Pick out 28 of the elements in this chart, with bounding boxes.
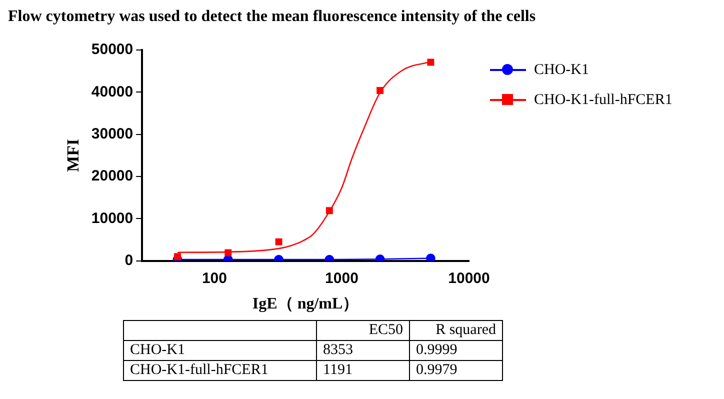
point: [326, 207, 333, 214]
y-tick-label: 0: [124, 252, 134, 269]
y-tick-label: 30000: [91, 125, 134, 142]
y-tick-label: 40000: [91, 83, 134, 100]
x-tick-label: 10000: [448, 270, 490, 287]
text: R squared: [410, 320, 502, 340]
text: 1191: [316, 360, 410, 380]
y-axis-title: MFI: [64, 138, 83, 172]
text: 0.9979: [410, 360, 502, 380]
point: [224, 249, 232, 256]
x-axis-title: IgE（ ng/mL）: [252, 296, 359, 313]
chart-title: Flow cytometry was used to detect the mean fluorescence intensity of the cells: [8, 8, 536, 26]
text: EC50: [316, 320, 410, 340]
point: [376, 86, 384, 94]
y-tick-label: 10000: [91, 210, 134, 227]
point: [426, 254, 436, 261]
text: 0.9999: [410, 340, 502, 360]
text: 8353: [316, 340, 410, 360]
text: CHO-K1-full-hFCER1: [124, 360, 316, 380]
text: CHO-K1: [124, 340, 316, 360]
point: [275, 238, 282, 246]
x-tick-label: 1000: [325, 270, 358, 287]
y-tick-label: 50000: [91, 41, 134, 58]
legend-label: CHO-K1-full-hFCER1: [534, 92, 672, 108]
y-tick-label: 20000: [91, 168, 134, 185]
point: [427, 58, 434, 66]
x-tick-label: 100: [202, 270, 227, 287]
legend-label: CHO-K1: [534, 62, 589, 78]
